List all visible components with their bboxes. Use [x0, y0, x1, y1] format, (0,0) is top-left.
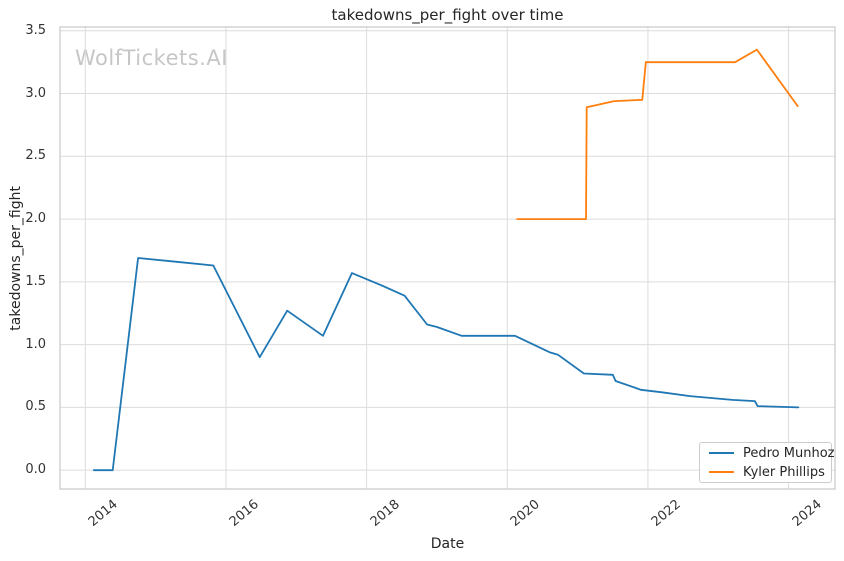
legend-label: Kyler Phillips [743, 464, 825, 480]
y-tick-label: 3.5 [25, 22, 46, 38]
legend-line-swatch-orange [709, 471, 734, 473]
plot-frame [59, 26, 836, 490]
legend-item-kyler-phillips: Kyler Phillips [709, 464, 825, 480]
y-tick-label: 0.0 [25, 462, 46, 478]
watermark: WolfTickets.AI [75, 46, 228, 70]
y-tick-label: 1.0 [25, 336, 46, 352]
y-tick-label: 2.0 [25, 211, 46, 227]
series-line-0 [92, 257, 800, 472]
series-line-1 [516, 48, 799, 221]
y-axis-label: takedowns_per_fight [8, 185, 24, 331]
legend-item-pedro-munhoz: Pedro Munhoz [709, 446, 834, 461]
legend: Pedro Munhoz Kyler Phillips [699, 442, 834, 483]
y-tick-label: 0.5 [25, 399, 46, 415]
y-tick-label: 3.0 [25, 85, 46, 101]
legend-line-swatch-blue [709, 452, 734, 454]
y-tick-label: 1.5 [25, 273, 46, 289]
y-tick-label: 2.5 [25, 148, 46, 164]
y-axis-label-container: takedowns_per_fight [6, 27, 26, 489]
legend-label: Pedro Munhoz [743, 445, 835, 461]
x-axis-label: Date [430, 536, 465, 552]
chart-title: takedowns_per_fight over time [331, 6, 564, 24]
